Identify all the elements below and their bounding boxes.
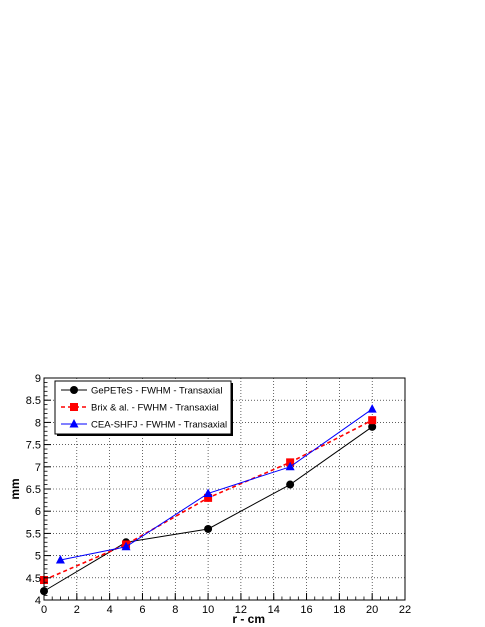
y-tick-label: 5.5: [26, 528, 41, 540]
x-tick-label: 12: [235, 604, 247, 616]
y-tick-label: 8: [35, 417, 41, 429]
data-point: [286, 480, 295, 489]
data-point: [121, 541, 131, 551]
legend-marker: [69, 419, 79, 428]
y-tick-label: 7.5: [26, 440, 41, 452]
legend-label: Brix & al. - FWHM - Transaxial: [91, 403, 219, 414]
legend-label: GePETeS - FWHM - Transaxial: [91, 386, 222, 397]
x-tick-label: 0: [41, 604, 47, 616]
data-point: [55, 555, 65, 564]
y-tick-label: 6.5: [26, 484, 41, 496]
y-tick-label: 5: [35, 551, 41, 563]
legend: GePETeS - FWHM - Transaxial Brix & al. - …: [54, 380, 233, 436]
series-2: [55, 404, 377, 564]
series-0: [40, 422, 377, 596]
x-tick-label: 10: [202, 604, 214, 616]
legend-shadow: [57, 434, 233, 436]
x-tick-label: 22: [399, 604, 411, 616]
data-point: [204, 524, 213, 533]
data-point: [368, 416, 377, 425]
x-tick-label: 4: [107, 604, 113, 616]
x-tick-label: 14: [268, 604, 280, 616]
y-tick-label: 9: [35, 373, 41, 385]
axis-ticks: 0 2 4 6 8 10 12 14 16 18 20 22 4 4.5 5 5.5 6 6.5 7 7.5 8 8.5 9: [26, 373, 411, 616]
x-tick-label: 20: [366, 604, 378, 616]
y-tick-label: 7: [35, 462, 41, 474]
legend-label: CEA-SHFJ - FWHM - Transaxial: [91, 420, 227, 431]
y-tick-label: 4.5: [26, 573, 41, 585]
legend-entry: CEA-SHFJ - FWHM - Transaxial: [61, 419, 227, 431]
x-tick-label: 8: [172, 604, 178, 616]
x-axis-title: r - cm: [232, 612, 265, 626]
series-line: [43, 426, 373, 592]
legend-entry: GePETeS - FWHM - Transaxial: [61, 386, 222, 397]
y-tick-label: 8.5: [26, 395, 41, 407]
y-tick-label: 4: [35, 595, 41, 607]
data-point: [367, 404, 377, 413]
data-point: [368, 422, 377, 431]
legend-marker: [70, 386, 78, 394]
y-tick-label: 6: [35, 506, 41, 518]
data-point: [203, 488, 213, 497]
legend-marker: [70, 403, 78, 411]
data-point: [285, 461, 295, 471]
y-axis-title: mm: [8, 478, 22, 499]
x-tick-label: 2: [74, 604, 80, 616]
x-tick-label: 18: [333, 604, 345, 616]
legend-entry: Brix & al. - FWHM - Transaxial: [61, 403, 219, 414]
x-tick-label: 16: [300, 604, 312, 616]
legend-shadow: [231, 383, 233, 436]
data-point: [204, 493, 213, 502]
x-tick-label: 6: [139, 604, 145, 616]
